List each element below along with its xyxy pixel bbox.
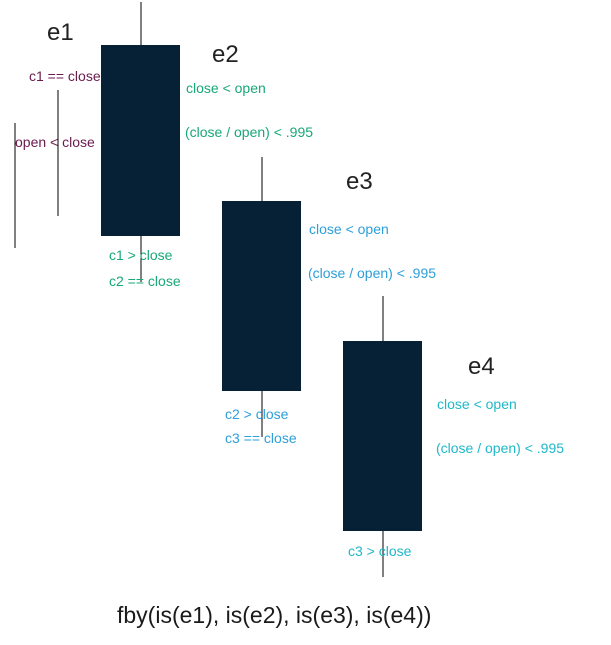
e4-condition-2: (close / open) < .995 (436, 440, 564, 456)
e1-label: e1 (47, 19, 74, 46)
e2-condition-2: (close / open) < .995 (185, 124, 313, 140)
formula: fby(is(e1), is(e2), is(e3), is(e4)) (117, 602, 431, 628)
e1-condition-2: open < close (15, 134, 95, 150)
e4-condition-3: c3 > close (348, 543, 412, 559)
e3-condition-2: (close / open) < .995 (308, 265, 436, 281)
e2-condition-3: c1 > close (109, 247, 173, 263)
e4-label: e4 (468, 353, 495, 380)
e3-candle-body (222, 201, 301, 391)
e1-condition-1: c1 == close (29, 68, 101, 84)
e2-condition-4: c2 == close (109, 273, 181, 289)
e3-condition-3: c2 > close (225, 406, 289, 422)
e3-condition-4: c3 == close (225, 430, 297, 446)
e4-candle-body (343, 341, 422, 531)
e2-condition-1: close < open (186, 80, 266, 96)
e3-label: e3 (346, 168, 373, 195)
e2-candle-body (101, 45, 180, 236)
e4-condition-1: close < open (437, 396, 517, 412)
e3-condition-1: close < open (309, 221, 389, 237)
e2-label: e2 (212, 41, 239, 68)
